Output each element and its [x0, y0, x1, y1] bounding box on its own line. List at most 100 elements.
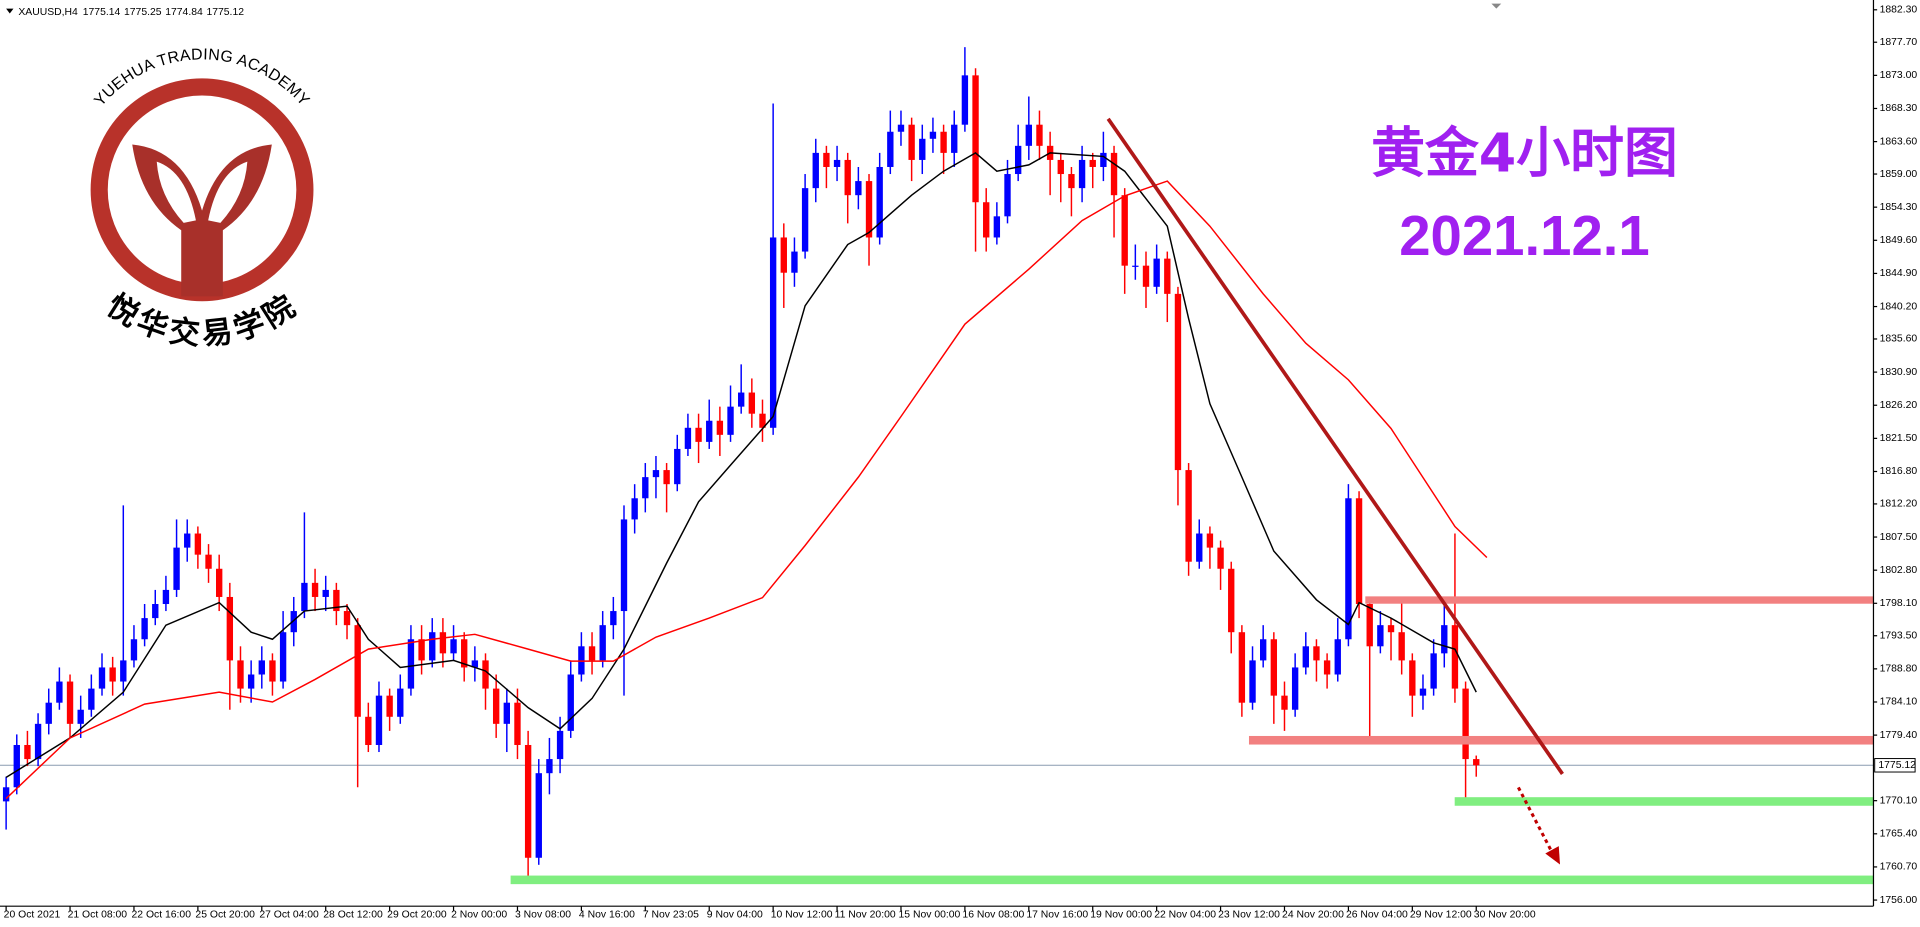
candle-body — [184, 533, 191, 548]
last-price-box — [1874, 758, 1916, 773]
candle-body — [375, 695, 383, 745]
candle-body — [1078, 159, 1086, 189]
candle-body — [1377, 625, 1384, 647]
header-price: 1775.25 — [124, 7, 162, 18]
candle-body — [780, 237, 787, 273]
y-tick-label: 1826.20 — [1880, 400, 1918, 411]
candle-body — [120, 660, 127, 682]
candle-body — [823, 152, 830, 167]
y-tick-label: 1849.60 — [1880, 235, 1918, 246]
candle-body — [801, 188, 809, 252]
candle-body — [716, 420, 724, 435]
candle-body — [471, 660, 479, 668]
x-tick-label: 9 Nov 04:00 — [707, 910, 763, 921]
candle-body — [759, 413, 766, 428]
symbol: XAUUSD,H4 — [18, 7, 78, 18]
candle-body — [386, 695, 393, 717]
trend-line — [1106, 117, 1564, 775]
candle-body — [706, 420, 713, 442]
x-tick-label: 20 Oct 2021 — [4, 910, 61, 921]
support-zone — [1248, 735, 1874, 745]
candle-body — [205, 554, 212, 569]
candle-body — [1430, 653, 1437, 689]
y-tick-label: 1877.70 — [1880, 37, 1918, 48]
moving-average — [5, 180, 1488, 800]
candle-body — [1270, 639, 1278, 696]
x-tick-label: 24 Nov 20:00 — [1282, 910, 1344, 921]
y-tick-label: 1882.30 — [1880, 5, 1918, 16]
x-tick-label: 15 Nov 00:00 — [899, 910, 961, 921]
candle-body — [503, 702, 510, 724]
candle-body — [354, 625, 361, 717]
candle-body — [322, 589, 329, 597]
header-price: 1775.12 — [206, 7, 244, 18]
y-tick-label: 1840.20 — [1880, 301, 1918, 312]
y-tick-label: 1873.00 — [1880, 70, 1918, 81]
candle-body — [833, 159, 841, 167]
candle-body — [1398, 632, 1405, 661]
menu-triangle[interactable] — [6, 8, 14, 14]
candle-body — [1387, 625, 1395, 633]
x-tick-label: 30 Nov 20:00 — [1474, 910, 1536, 921]
x-tick-label: 2 Nov 00:00 — [451, 910, 507, 921]
candle-body — [439, 632, 447, 654]
x-tick-label: 4 Nov 16:00 — [579, 910, 635, 921]
x-tick-label: 22 Oct 16:00 — [132, 910, 192, 921]
candle-body — [993, 216, 1001, 238]
candle-body — [333, 589, 340, 612]
candle-body — [642, 477, 649, 499]
x-tick-label: 29 Oct 20:00 — [387, 910, 447, 921]
candle-body — [1121, 195, 1128, 266]
candle-body — [631, 498, 638, 520]
header-price: 1775.14 — [83, 7, 121, 18]
candle-body — [599, 625, 606, 661]
candle-body — [1110, 152, 1118, 196]
candle-body — [1142, 265, 1150, 287]
candle-body — [1025, 124, 1032, 146]
candle-body — [56, 681, 63, 703]
y-tick-label: 1760.70 — [1880, 862, 1918, 873]
candle-body — [1323, 660, 1331, 675]
chart-title: 黄金4小时图 — [1371, 121, 1678, 184]
candle-body — [1355, 498, 1363, 605]
candle-body — [876, 166, 883, 238]
header: XAUUSD,H4 1775.14 1775.25 1774.84 1775.12 — [18, 7, 244, 18]
candle-body — [162, 589, 170, 605]
candle-body — [141, 618, 148, 640]
x-tick-label: 29 Nov 12:00 — [1410, 910, 1472, 921]
y-tick-label: 1835.60 — [1880, 334, 1918, 345]
y-tick-label: 1793.50 — [1880, 630, 1918, 641]
y-tick-label: 1788.80 — [1880, 664, 1918, 675]
candle-body — [194, 533, 202, 555]
candle-body — [1132, 265, 1139, 267]
candle-body — [791, 251, 798, 273]
x-tick-label: 10 Nov 12:00 — [771, 910, 833, 921]
candle-body — [365, 716, 372, 745]
candle-body — [1164, 258, 1171, 294]
x-tick-label: 28 Oct 12:00 — [323, 910, 383, 921]
y-tick-label: 1802.80 — [1880, 565, 1918, 576]
candle-body — [2, 787, 10, 802]
candle-body — [301, 582, 308, 612]
y-tick-label: 1844.90 — [1880, 268, 1918, 279]
y-tick-label: 1765.40 — [1880, 829, 1918, 840]
y-tick-label: 1868.30 — [1880, 103, 1918, 114]
candle-body — [1217, 547, 1224, 569]
chart-subtitle: 2021.12.1 — [1399, 204, 1650, 267]
candle-body — [109, 667, 116, 682]
candle-body — [450, 639, 457, 654]
candle-body — [1313, 646, 1320, 661]
candle-body — [418, 639, 425, 661]
x-tick-label: 22 Nov 04:00 — [1154, 910, 1216, 921]
candle-body — [247, 674, 255, 689]
candle-body — [34, 723, 42, 760]
scroll-marker — [1491, 3, 1502, 9]
candle-body — [269, 660, 276, 682]
candle-body — [1409, 660, 1416, 696]
candle-body — [1419, 688, 1427, 696]
candle-body — [865, 181, 873, 238]
candle-body — [1260, 639, 1267, 661]
y-tick-label: 1863.60 — [1880, 136, 1918, 147]
arrow-head — [1545, 846, 1560, 865]
candle-body — [1462, 688, 1469, 760]
